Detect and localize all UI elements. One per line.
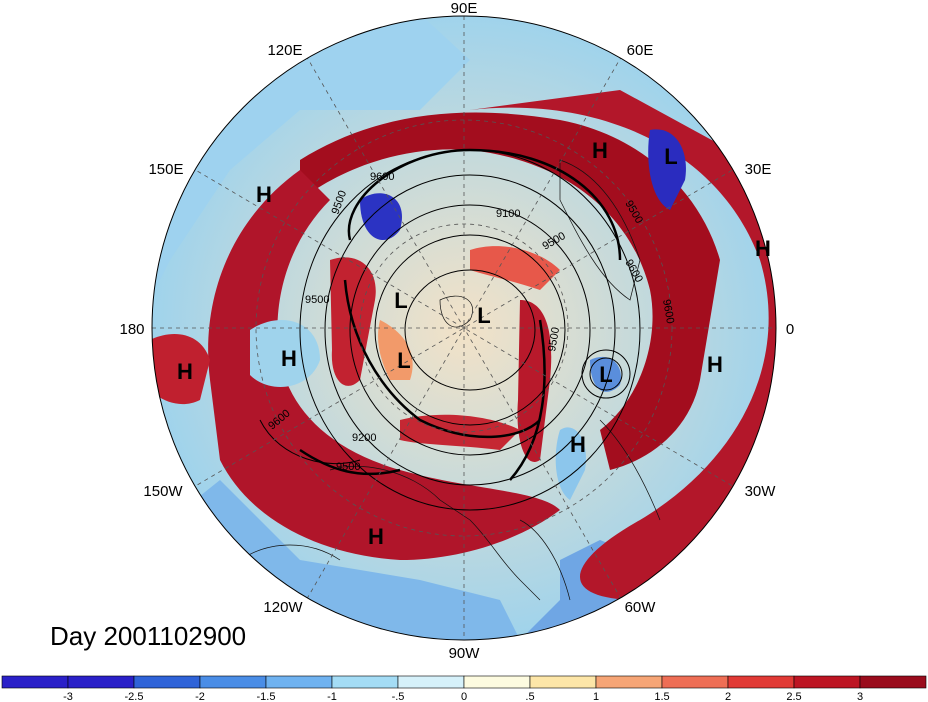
- colorbar-tick-label: -1: [327, 691, 337, 702]
- colorbar-segment: [199, 675, 267, 689]
- colorbar: -3 -2.5 -2 -1.5 -1 -.5 0 .5 1 1.5 2 2.5 3: [1, 675, 927, 702]
- contour-label: 9600: [660, 298, 676, 324]
- high-low-marker: H: [592, 138, 608, 163]
- colorbar-tick-label: -.5: [392, 691, 405, 702]
- lon-label: 90W: [449, 645, 481, 662]
- high-low-marker: H: [570, 432, 586, 457]
- contour-label: 9600: [370, 171, 394, 183]
- lon-label: 30W: [745, 483, 777, 500]
- colorbar-segment: [595, 675, 663, 689]
- high-low-marker: L: [477, 303, 490, 328]
- high-low-marker: L: [397, 348, 410, 373]
- colorbar-tick-label: -2: [195, 691, 205, 702]
- height-contours: [259, 148, 641, 511]
- lon-label: 0: [786, 321, 794, 338]
- colorbar-tick-label: 3: [857, 691, 863, 702]
- lon-label: 30E: [745, 161, 772, 178]
- lon-label: 150W: [143, 483, 183, 500]
- colorbar-tick-label: -2.5: [125, 691, 144, 702]
- date-label: Day 2001102900: [50, 621, 246, 651]
- colorbar-tick-label: 0: [461, 691, 467, 702]
- coastlines: [239, 159, 661, 601]
- high-low-marker: H: [707, 352, 723, 377]
- colorbar-tick-label: 2.5: [786, 691, 801, 702]
- colorbar-segment: [859, 675, 927, 689]
- colorbar-tick-label: 1: [593, 691, 599, 702]
- high-low-marker: H: [755, 236, 771, 261]
- colorbar-tick-label: -3: [63, 691, 73, 702]
- lon-label: 60E: [627, 42, 654, 59]
- lon-label: 180: [119, 321, 144, 338]
- colorbar-segment: [67, 675, 135, 689]
- lon-label: 120E: [267, 42, 302, 59]
- colorbar-segment: [1, 675, 69, 689]
- colorbar-segment: [133, 675, 201, 689]
- colorbar-segment: [793, 675, 861, 689]
- colorbar-tick-label: 2: [725, 691, 731, 702]
- lon-label: 150E: [148, 161, 183, 178]
- map-boundary: [151, 15, 777, 641]
- lon-label: 90E: [451, 0, 478, 17]
- colorbar-segment: [397, 675, 465, 689]
- lon-label: 120W: [263, 599, 303, 616]
- high-low-marker: L: [599, 362, 612, 387]
- high-low-marker: H: [281, 346, 297, 371]
- colorbar-tick-label: 1.5: [654, 691, 669, 702]
- colorbar-segment: [661, 675, 729, 689]
- contour-label: 9200: [352, 432, 376, 444]
- colorbar-segment: [727, 675, 795, 689]
- colorbar-segment: [463, 675, 531, 689]
- longitude-labels: 90E 60E 30E 0 30W 60W 90W 120W 150W 180 …: [119, 0, 794, 662]
- graticule: [152, 16, 776, 640]
- contour-label: 9500: [336, 461, 360, 473]
- colorbar-segment: [529, 675, 597, 689]
- colorbar-segment: [331, 675, 399, 689]
- high-low-marker: L: [664, 144, 677, 169]
- colorbar-segment: [265, 675, 333, 689]
- contour-label: 9100: [496, 208, 520, 220]
- colorbar-tick-label: -1.5: [257, 691, 276, 702]
- high-low-marker: L: [394, 288, 407, 313]
- contour-label: 9500: [305, 294, 329, 306]
- lon-label: 60W: [625, 599, 657, 616]
- pressure-centers: H L H H H L L L L H H H H H H: [177, 138, 771, 549]
- high-low-marker: H: [256, 182, 272, 207]
- contour-label: 9500: [546, 326, 562, 352]
- high-low-marker: H: [368, 524, 384, 549]
- high-low-marker: H: [177, 359, 193, 384]
- colorbar-tick-label: .5: [525, 691, 534, 702]
